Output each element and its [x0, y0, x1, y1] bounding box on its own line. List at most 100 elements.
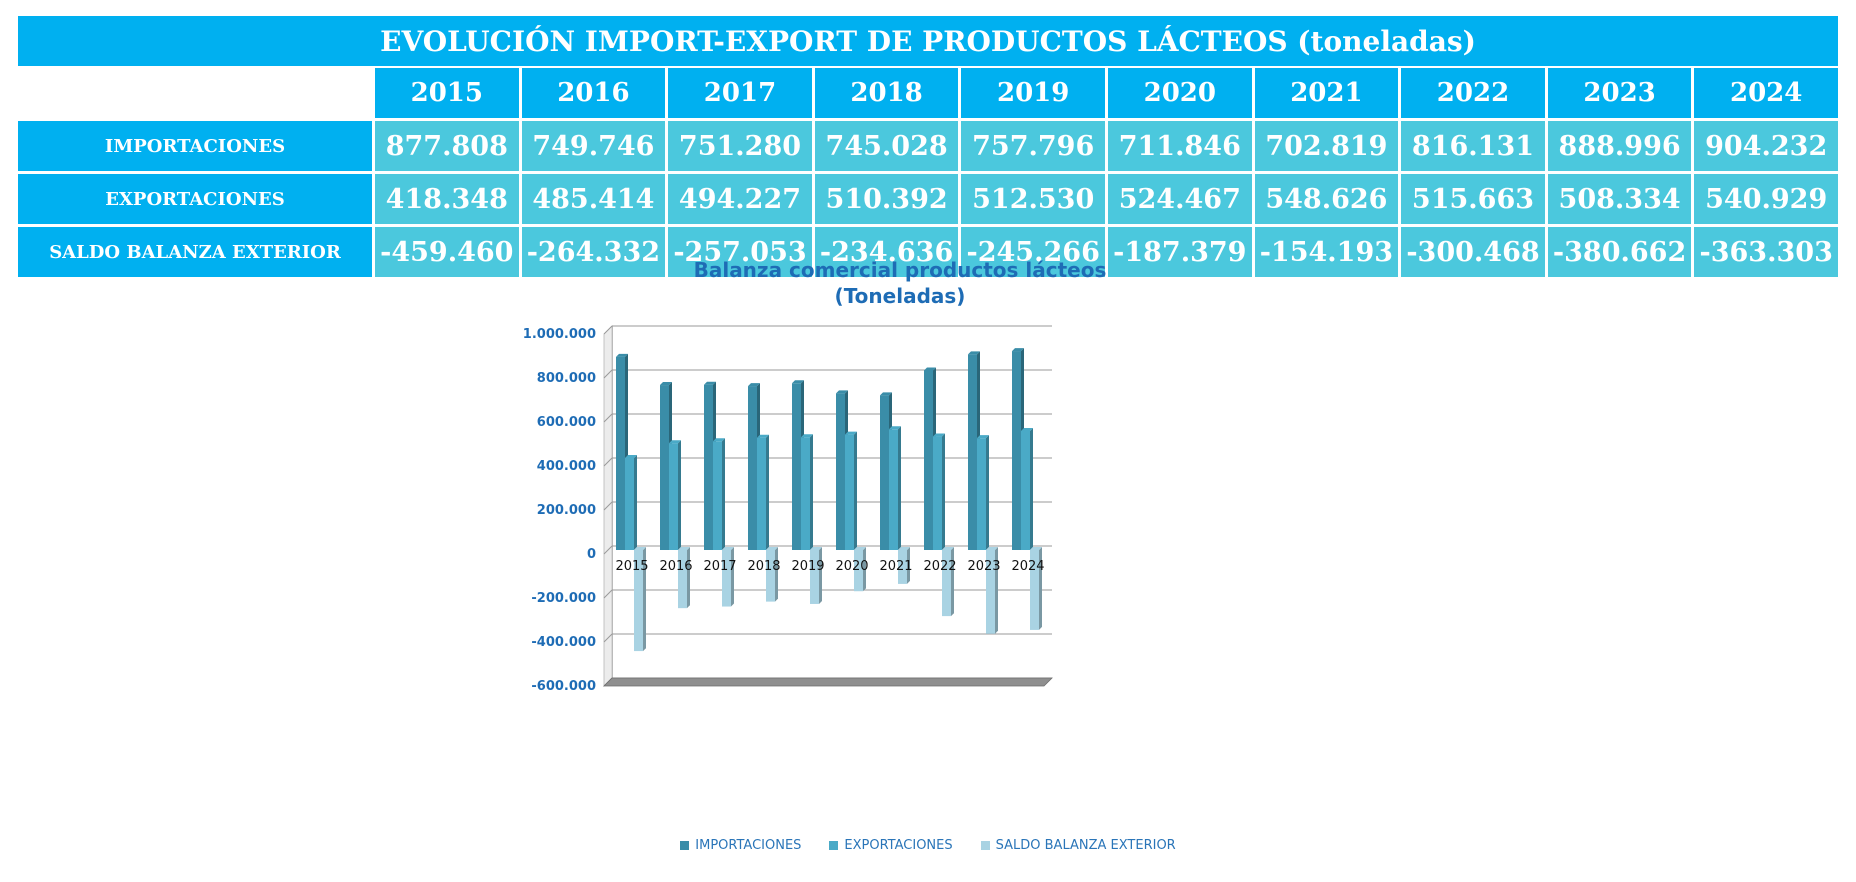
chart-subtitle: (Toneladas): [834, 284, 966, 308]
bar: [678, 547, 690, 609]
gridline-depth: [603, 325, 613, 335]
y-tick-label: -600.000: [531, 679, 596, 694]
table-cell: -363.303: [1694, 227, 1838, 277]
table-cell: 702.819: [1254, 121, 1399, 171]
floor: [603, 677, 1053, 687]
y-tick-label: 600.000: [537, 415, 596, 430]
table-corner: [18, 68, 372, 118]
legend-label: IMPORTACIONES: [695, 838, 802, 853]
bar: [836, 390, 848, 550]
bar: [986, 547, 998, 634]
year-header: 2017: [668, 68, 812, 118]
legend-item: SALDO BALANZA EXTERIOR: [980, 838, 1176, 853]
table-cell: -380.662: [1547, 227, 1692, 277]
table-cell: -257.053: [668, 227, 812, 277]
gridline-depth: [603, 545, 613, 555]
table-cell: 524.467: [1108, 174, 1252, 224]
year-header: 2023: [1547, 68, 1692, 118]
bar: [889, 426, 901, 550]
bar: [625, 454, 637, 550]
gridline-depth: [603, 369, 613, 379]
bar: [1012, 348, 1024, 550]
table-cell: 540.929: [1694, 174, 1838, 224]
table-cell: -300.468: [1401, 227, 1545, 277]
table-cell: 757.796: [961, 121, 1105, 171]
table-cell: 508.334: [1547, 174, 1692, 224]
y-tick-label: 400.000: [537, 459, 596, 474]
table-cell: 888.996: [1547, 121, 1692, 171]
table-cell: -245.266: [961, 227, 1105, 277]
table-cell: 877.808: [375, 121, 519, 171]
bar: [924, 367, 936, 550]
table-cell: 515.663: [1401, 174, 1545, 224]
table-cell: 485.414: [521, 174, 666, 224]
legend-item: IMPORTACIONES: [680, 838, 801, 853]
year-header: 2016: [521, 68, 666, 118]
legend-swatch: [980, 841, 990, 850]
bar: [1030, 547, 1042, 630]
data-table: 2015 2016 2017 2018 2019 2020 2021 2022 2023 2024…: [18, 68, 1838, 277]
x-tick-label: 2019: [791, 559, 824, 574]
bar: [898, 547, 910, 584]
chart-legend: IMPORTACIONES EXPORTACIONES SALDO BALANZA …: [0, 838, 1856, 853]
y-tick-label: 0: [587, 547, 596, 562]
bar: [669, 440, 681, 550]
bar: [810, 547, 822, 604]
table-cell: -187.379: [1108, 227, 1252, 277]
y-tick-label: -200.000: [531, 591, 596, 606]
year-header: 2019: [961, 68, 1105, 118]
year-header: 2015: [375, 68, 519, 118]
bar: [660, 382, 672, 550]
row-header: IMPORTACIONES: [18, 121, 372, 171]
year-header: 2018: [814, 68, 959, 118]
legend-item: EXPORTACIONES: [829, 838, 953, 853]
table-cell: -234.636: [814, 227, 959, 277]
bar: [1021, 427, 1033, 550]
x-tick-label: 2024: [1011, 559, 1044, 574]
table-cell: 816.131: [1401, 121, 1545, 171]
legend-swatch: [680, 841, 690, 850]
table-cell: 749.746: [521, 121, 666, 171]
table-cell: 548.626: [1254, 174, 1399, 224]
bar: [722, 547, 734, 607]
bar: [766, 547, 778, 602]
bar: [854, 547, 866, 592]
bar: [977, 435, 989, 550]
x-tick-label: 2023: [967, 559, 1000, 574]
y-tick-label: 800.000: [537, 371, 596, 386]
legend-swatch: [829, 841, 839, 850]
bar: [845, 431, 857, 550]
table-cell: -264.332: [521, 227, 666, 277]
legend-label: EXPORTACIONES: [844, 838, 953, 853]
gridline-depth: [603, 457, 613, 467]
year-header: 2024: [1694, 68, 1838, 118]
bar: [616, 353, 628, 550]
x-tick-label: 2022: [923, 559, 956, 574]
y-tick-label: 1.000.000: [523, 327, 596, 342]
gridline-depth: [603, 677, 613, 687]
chart-title-line1: Balanza comercial productos lácteos: [693, 258, 1107, 282]
x-tick-label: 2020: [835, 559, 868, 574]
table-title: EVOLUCIÓN IMPORT-EXPORT DE PRODUCTOS LÁC…: [18, 16, 1838, 66]
y-tick-label: 200.000: [537, 503, 596, 518]
x-tick-label: 2016: [659, 559, 692, 574]
table-cell: 418.348: [375, 174, 519, 224]
bar: [792, 380, 804, 550]
bar: [748, 383, 760, 550]
side-wall: [603, 325, 613, 687]
legend-label: SALDO BALANZA EXTERIOR: [995, 838, 1176, 853]
x-tick-label: 2017: [703, 559, 736, 574]
bar: [933, 433, 945, 550]
bar: [968, 351, 980, 550]
bar: [801, 434, 813, 550]
bar: [757, 434, 769, 550]
table-cell: 711.846: [1108, 121, 1252, 171]
gridline-depth: [603, 633, 613, 643]
year-header: 2021: [1254, 68, 1399, 118]
bar: [942, 547, 954, 617]
row-header: EXPORTACIONES: [18, 174, 372, 224]
plot-area: [612, 326, 1052, 678]
bar: [880, 392, 892, 550]
table-cell: 751.280: [668, 121, 812, 171]
gridline-depth: [603, 589, 613, 599]
